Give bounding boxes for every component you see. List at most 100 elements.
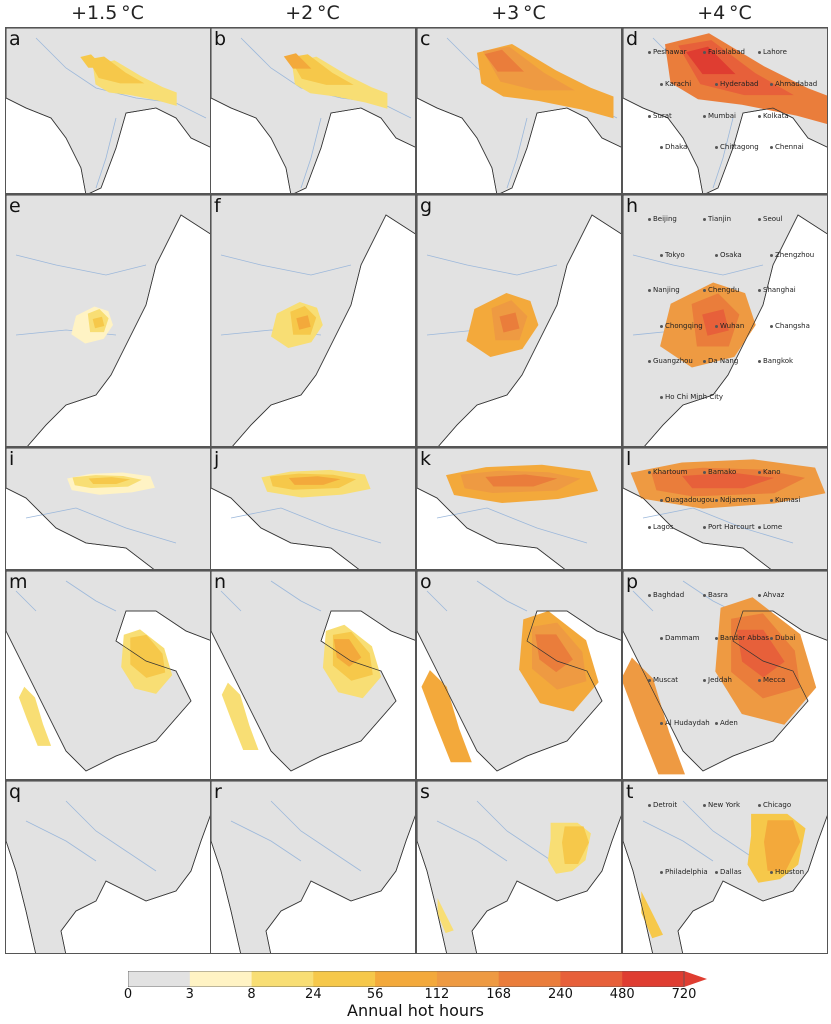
city-label: Dallas [720,868,742,876]
coastline [211,781,415,953]
map-panel-l: l Khartoum Bamako Kano Ouagadougou Ndjamena Ku… [622,447,828,570]
land-mass [211,28,415,193]
coastline [417,28,621,193]
city-marker [758,804,761,807]
colorbar-segment [375,971,438,987]
colorbar-extend-arrow [684,971,707,987]
city-marker [703,51,706,54]
column-header-2: +2 °C [285,2,340,24]
colorbar-tick-label: 240 [548,987,573,1002]
city-label: Kumasi [775,495,801,504]
city-marker [648,218,651,221]
colorbar-segment [436,971,500,987]
city-marker [660,253,663,257]
map-panel-m: m [5,570,211,780]
colorbar-tick-label: 8 [247,987,256,1002]
panel-label-f: f [214,195,221,217]
colorbar-border [128,971,685,987]
city-label: Jeddah [708,676,732,684]
river-line [95,117,117,189]
city-marker [758,218,761,221]
coastline [417,781,621,953]
city-marker [703,679,706,682]
hot-hours-region [289,54,354,85]
colorbar-tick-label: 480 [609,987,635,1002]
map-panel-d: d Peshawar Faisalabad Lahore Karachi Hyderaba… [622,27,828,194]
city-marker [770,636,773,640]
city-label: Bangkok [763,357,794,365]
city-marker [660,636,663,640]
map-svg-q [6,781,210,953]
city-marker [703,471,706,474]
city-marker [660,82,663,86]
hot-hours-region [221,682,259,750]
map-svg-d [623,28,827,193]
coastline [6,195,210,446]
hot-hours-region [88,477,131,484]
river-line [300,117,322,189]
city-marker [648,471,651,474]
city-label: Mecca [763,676,786,684]
city-marker [648,360,651,363]
map-panel-n: n [210,570,416,780]
river-line [270,800,362,872]
city-label: Surat [653,111,672,120]
city-marker [715,871,718,874]
map-panel-c: c [416,27,622,194]
city-marker [660,395,663,399]
city-marker [703,218,706,221]
column-header-4: +4 °C [697,2,752,24]
city-label: Faisalabad [708,48,745,56]
colorbar-tick-label: 112 [424,987,450,1002]
city-marker [758,471,761,474]
panel-label-m: m [9,571,28,593]
land-mass [6,781,210,953]
map-svg-t [623,781,827,953]
city-label: Houston [775,868,805,876]
column-header-3: +3 °C [491,2,546,24]
city-marker [660,721,663,725]
city-marker [703,360,706,363]
colorbar-segment [498,971,561,987]
colorbar-segment [622,971,685,987]
city-label: Chennai [775,143,804,152]
city-label: Guangzhou [653,357,693,365]
hot-hours-region [686,46,736,75]
city-marker [660,324,663,328]
map-svg-r [211,781,415,953]
city-label: Chicago [763,801,792,809]
city-label: Dubai [775,633,796,642]
panel-label-e: e [9,195,21,217]
panel-label-j: j [214,448,220,470]
hot-hours-region [92,316,105,329]
colorbar-tick-label: 168 [486,987,512,1002]
panel-label-p: p [626,571,639,593]
coastline [623,571,827,772]
city-label: Baghdad [653,591,685,599]
map-svg-m [6,571,210,772]
hot-hours-region [333,639,362,667]
city-marker [770,498,773,502]
city-label: Kolkata [763,111,789,120]
panel-label-i: i [9,448,15,470]
city-label: Zhengzhou [775,250,815,259]
coastline [211,195,415,446]
coastline [417,195,621,446]
hot-hours-region [80,54,105,68]
city-marker [758,594,761,597]
city-label: Lagos [653,523,674,532]
city-marker [770,324,773,328]
city-label: Bandar Abbas [720,633,769,642]
river-line [642,507,794,544]
map-panel-q: q [5,780,211,954]
river-line [476,580,528,612]
city-label: Ho Chi Minh City [665,392,724,401]
coastline [211,28,415,193]
city-label: Karachi [665,79,692,88]
city-label: Da Nang [708,357,739,365]
column-header-1: +1.5 °C [71,2,144,24]
colorbar-segment [251,971,314,987]
hot-hours-region [641,891,663,939]
panel-label-a: a [9,28,21,50]
panel-label-l: l [626,448,632,470]
